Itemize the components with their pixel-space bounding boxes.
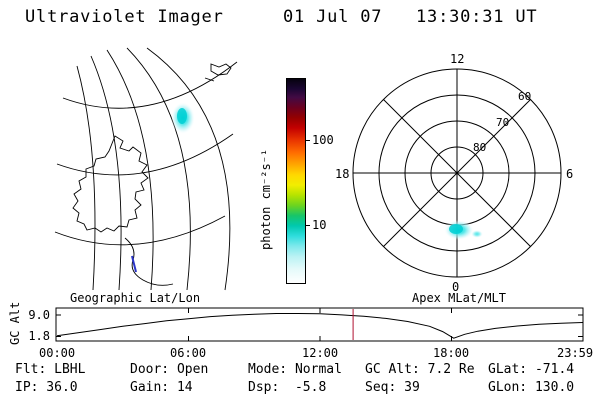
geographic-grid-lines [54, 47, 238, 291]
gc-alt-curve [56, 313, 583, 339]
colorbar-label: photon cm⁻²s⁻¹ [259, 148, 273, 250]
aurora-core-geo [177, 108, 187, 124]
mlat-label-70: 70 [496, 116, 509, 129]
mlt-label-6: 6 [566, 167, 573, 181]
mlt-label-0: 0 [452, 280, 459, 294]
header-date: 01 Jul 07 [283, 7, 383, 27]
aurora-spot-polar [471, 230, 483, 238]
gc-alt-strip-chart [55, 307, 584, 342]
strip-ytick-min: 1.8 [28, 329, 50, 343]
strip-title-left: Geographic Lat/Lon [70, 291, 201, 305]
xtick-2359: 23:59 [557, 346, 594, 360]
polar-grid [352, 68, 562, 278]
xtick-0000: 00:00 [39, 346, 76, 360]
colorbar-tick-mark-10 [305, 225, 310, 226]
xtick-0600: 06:00 [170, 346, 207, 360]
colorbar [286, 78, 306, 284]
geographic-panel [54, 47, 238, 291]
coastline [72, 63, 232, 286]
strip-ylabel: GC Alt [8, 301, 22, 345]
polar-panel: 12 18 6 0 60 70 80 [335, 52, 573, 294]
colorbar-tick-100: 100 [312, 133, 334, 147]
status-gain: Gain: 14 [130, 380, 193, 395]
status-glat: GLat: -71.4 [488, 362, 575, 377]
colorbar-tick-10: 10 [312, 218, 327, 232]
status-seq: Seq: 39 [365, 380, 420, 395]
xtick-1200: 12:00 [302, 346, 339, 360]
strip-title-right: Apex MLat/MLT [412, 291, 506, 305]
xtick-1800: 18:00 [433, 346, 470, 360]
strip-ytick-max: 9.0 [28, 308, 50, 322]
status-glon: GLon: 130.0 [488, 380, 575, 395]
colorbar-tick-mark-100 [305, 140, 310, 141]
spacecraft-track-marker [131, 255, 137, 273]
status-dsp: Dsp: -5.8 [248, 380, 327, 395]
header-time: 13:30:31 UT [416, 7, 538, 27]
strip-axis-ticks [56, 308, 583, 341]
mlt-label-12: 12 [450, 52, 464, 66]
mlat-label-60: 60 [518, 90, 531, 103]
mlt-label-18: 18 [335, 167, 349, 181]
status-gcalt: GC Alt: 7.2 Re [365, 362, 475, 377]
status-ip: IP: 36.0 [15, 380, 78, 395]
status-mode: Mode: Normal [248, 362, 342, 377]
aurora-core-polar [449, 224, 463, 234]
status-flt: Flt: LBHL [15, 362, 86, 377]
mlat-label-80: 80 [473, 141, 486, 154]
app-title: Ultraviolet Imager [25, 7, 224, 27]
status-door: Door: Open [130, 362, 209, 377]
